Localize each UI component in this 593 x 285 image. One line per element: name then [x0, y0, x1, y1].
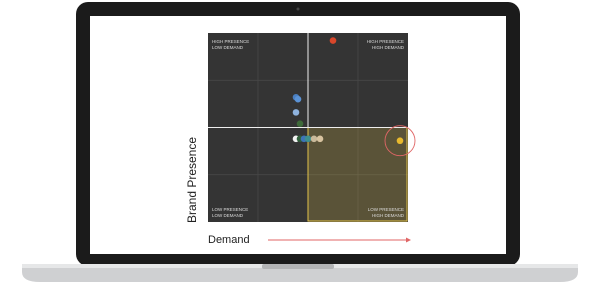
quadrant-label: HIGH DEMAND: [372, 213, 405, 218]
quadrant-label: HIGH DEMAND: [372, 45, 405, 50]
quadrant-label: LOW DEMAND: [212, 45, 244, 50]
camera: [297, 8, 300, 11]
y-axis-label: Brand Presence: [185, 137, 199, 223]
data-point: [293, 109, 300, 116]
data-point: [311, 136, 318, 143]
quadrant-label: HIGH PRESENCE: [367, 39, 404, 44]
data-point: [317, 136, 324, 143]
data-point: [295, 96, 302, 103]
data-point: [330, 37, 337, 44]
data-point: [397, 137, 404, 144]
data-point: [297, 120, 304, 127]
quadrant-label: HIGH PRESENCE: [212, 39, 249, 44]
laptop-notch: [262, 264, 334, 269]
quadrant-label: LOW PRESENCE: [212, 207, 248, 212]
quadrant-label: LOW PRESENCE: [368, 207, 404, 212]
x-axis-label: Demand: [208, 234, 250, 246]
quadrant-label: LOW DEMAND: [212, 213, 244, 218]
data-point: [305, 136, 312, 143]
laptop-mockup: HIGH PRESENCELOW DEMANDHIGH PRESENCEHIGH…: [0, 0, 593, 285]
